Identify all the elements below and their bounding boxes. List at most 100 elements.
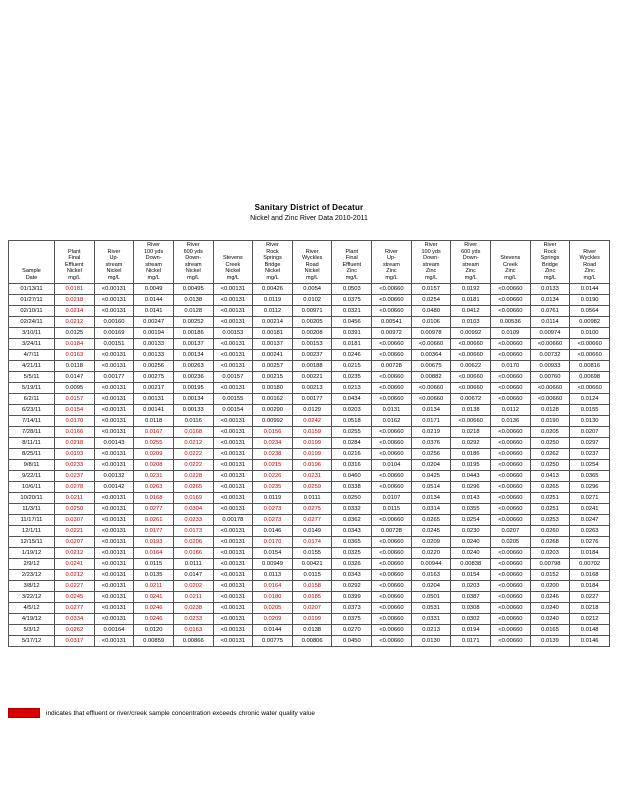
value-cell: 0.0134 — [410, 491, 452, 504]
value-cell: 0.00215 — [252, 370, 293, 383]
value-cell: 0.00728 — [371, 359, 412, 372]
sample-date-cell: 3/8/12 — [8, 579, 55, 592]
value-cell: 0.0296 — [450, 480, 492, 493]
title-block: Sanitary District of Decatur Nickel and … — [0, 203, 618, 222]
value-cell: <0.00131 — [93, 359, 135, 372]
value-cell: 0.0325 — [331, 546, 373, 559]
value-cell: 0.0166 — [172, 546, 214, 559]
value-cell: 0.0219 — [410, 425, 452, 438]
value-cell: 0.00728 — [371, 524, 412, 537]
value-cell: <0.00131 — [212, 348, 254, 361]
value-cell: 0.00133 — [133, 337, 174, 350]
value-cell: <0.00660 — [450, 381, 492, 394]
value-cell: 0.0155 — [291, 546, 333, 559]
value-cell: 0.0227 — [569, 590, 610, 603]
value-cell: 0.0190 — [569, 293, 610, 306]
value-cell: 0.0761 — [529, 304, 571, 317]
value-cell: 0.0204 — [410, 579, 452, 592]
value-cell: <0.00131 — [212, 425, 254, 438]
value-cell: 0.0138 — [291, 623, 333, 636]
value-cell: 0.0212 — [569, 612, 610, 625]
value-cell: 0.0181 — [331, 337, 373, 350]
value-cell: 0.0231 — [133, 469, 174, 482]
value-cell: 0.0154 — [450, 568, 492, 581]
value-cell: 0.0177 — [133, 524, 174, 537]
value-cell: <0.00660 — [371, 568, 412, 581]
value-cell: 0.0157 — [54, 392, 95, 405]
value-cell: 0.0104 — [371, 458, 412, 471]
value-cell: 0.0193 — [54, 447, 95, 460]
value-cell: 0.0237 — [54, 469, 95, 482]
column-header-11: River 600 yds Down-stream Zinc mg/L — [450, 240, 492, 284]
value-cell: 0.0221 — [54, 524, 95, 537]
value-cell: <0.00660 — [371, 546, 412, 559]
value-cell: 0.0434 — [331, 392, 373, 405]
value-cell: 0.0218 — [450, 425, 492, 438]
value-cell: 0.0113 — [252, 568, 293, 581]
value-cell: 0.0215 — [252, 458, 293, 471]
value-cell: <0.00660 — [371, 282, 412, 295]
value-cell: 0.0222 — [172, 458, 214, 471]
value-cell: 0.0186 — [450, 447, 492, 460]
value-cell: 0.0251 — [529, 491, 571, 504]
value-cell: <0.00660 — [490, 370, 531, 383]
value-cell: 0.0212 — [54, 315, 95, 328]
value-cell: 0.0207 — [490, 524, 531, 537]
value-cell: 0.0343 — [331, 568, 373, 581]
value-cell: 0.0141 — [133, 304, 174, 317]
value-cell: <0.00660 — [490, 447, 531, 460]
value-cell: 0.0261 — [133, 513, 174, 526]
value-cell: 0.0307 — [54, 513, 95, 526]
table-body: 01/13/11 0.0181 <0.00131 0.0049 0.00495 <0.00… — [8, 282, 610, 647]
value-cell: <0.00660 — [490, 304, 531, 317]
legend: indicates that effluent or river/creek s… — [8, 708, 315, 718]
value-cell: 0.0144 — [133, 293, 174, 306]
value-cell: 0.0213 — [331, 381, 373, 394]
value-cell: <0.00660 — [490, 579, 531, 592]
value-cell: 0.00364 — [410, 348, 452, 361]
value-cell: 0.0180 — [252, 590, 293, 603]
value-cell: <0.00660 — [490, 546, 531, 559]
value-cell: <0.00131 — [93, 403, 135, 416]
column-header-0: Sample Date — [8, 240, 55, 284]
value-cell: 0.0238 — [172, 601, 214, 614]
value-cell: 0.00181 — [252, 326, 293, 339]
value-cell: <0.00131 — [93, 535, 135, 548]
value-cell: 0.00949 — [252, 557, 293, 570]
value-cell: 0.0167 — [133, 425, 174, 438]
value-cell: 0.0185 — [291, 590, 333, 603]
value-cell: <0.00660 — [490, 337, 531, 350]
value-cell: 0.0240 — [450, 535, 492, 548]
value-cell: 0.0212 — [54, 568, 95, 581]
value-cell: 0.00208 — [291, 326, 333, 339]
value-cell: 0.0184 — [569, 579, 610, 592]
value-cell: 0.0241 — [54, 557, 95, 570]
value-cell: <0.00660 — [450, 337, 492, 350]
value-cell: <0.00660 — [490, 623, 531, 636]
table-row: 12/1/11 0.0221 <0.00131 0.0177 0.0173 <0.0013… — [8, 524, 610, 537]
value-cell: 0.0338 — [331, 480, 373, 493]
value-cell: 0.00838 — [450, 557, 492, 570]
value-cell: 0.0362 — [331, 513, 373, 526]
value-cell: 0.0503 — [331, 282, 373, 295]
value-cell: 0.0246 — [133, 612, 174, 625]
value-cell: 0.00816 — [569, 359, 610, 372]
value-cell: 0.0112 — [252, 304, 293, 317]
column-header-3: River 100 yds Down-stream Nickel mg/L — [133, 240, 174, 284]
value-cell: 0.0166 — [54, 425, 95, 438]
value-cell: <0.00660 — [371, 535, 412, 548]
value-cell: 0.00290 — [252, 403, 293, 416]
value-cell: 0.0120 — [133, 623, 174, 636]
value-cell: <0.00131 — [93, 425, 135, 438]
value-cell: 0.0246 — [529, 590, 571, 603]
value-cell: 0.0233 — [172, 612, 214, 625]
value-cell: 0.0212 — [172, 436, 214, 449]
value-cell: 0.0147 — [172, 568, 214, 581]
table-row: 4/19/12 0.0334 <0.00131 0.0246 0.0233 <0.0013… — [8, 612, 610, 625]
table-row: 5/3/12 0.0262 0.00164 0.0120 0.0163 <0.00131 0… — [8, 623, 610, 636]
value-cell: <0.00660 — [529, 337, 571, 350]
value-cell: <0.00660 — [490, 480, 531, 493]
value-cell: 0.00622 — [450, 359, 492, 372]
value-cell: <0.00131 — [93, 557, 135, 570]
